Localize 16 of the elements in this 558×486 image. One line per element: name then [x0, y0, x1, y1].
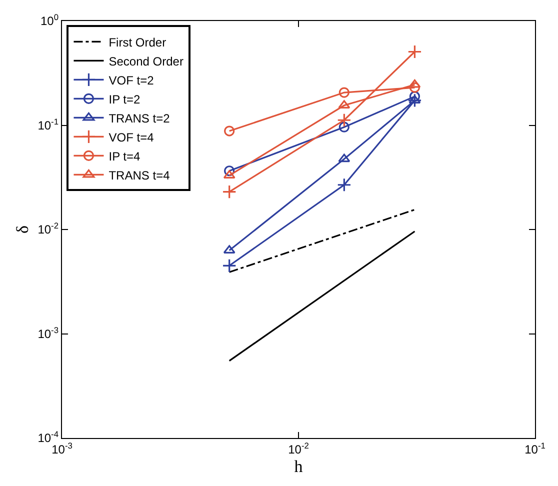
legend-label: VOF t=2 — [108, 73, 154, 88]
legend-label: IP t=2 — [108, 92, 141, 106]
legend-label: First Order — [108, 35, 166, 50]
legend-label: IP t=4 — [108, 149, 141, 164]
legend-label: TRANS t=2 — [108, 111, 170, 126]
x-axis-title: h — [294, 456, 304, 476]
y-tick-label: 10$^{-3}$ — [38, 324, 59, 341]
x-tick-label: 10$^{-2}$ — [288, 440, 310, 456]
legend-label: TRANS t=4 — [108, 168, 170, 182]
legend-label: VOF t=4 — [108, 130, 154, 144]
y-tick-label: 10$^{-1}$ — [38, 116, 59, 132]
y-tick-label: 10$^{0}$ — [40, 12, 59, 28]
y-tick-label: 10$^{-2}$ — [38, 220, 59, 237]
x-tick-label: 10$^{-1}$ — [524, 440, 546, 456]
y-axis-title: δ — [13, 225, 32, 234]
legend-label: Second Order — [108, 54, 184, 68]
